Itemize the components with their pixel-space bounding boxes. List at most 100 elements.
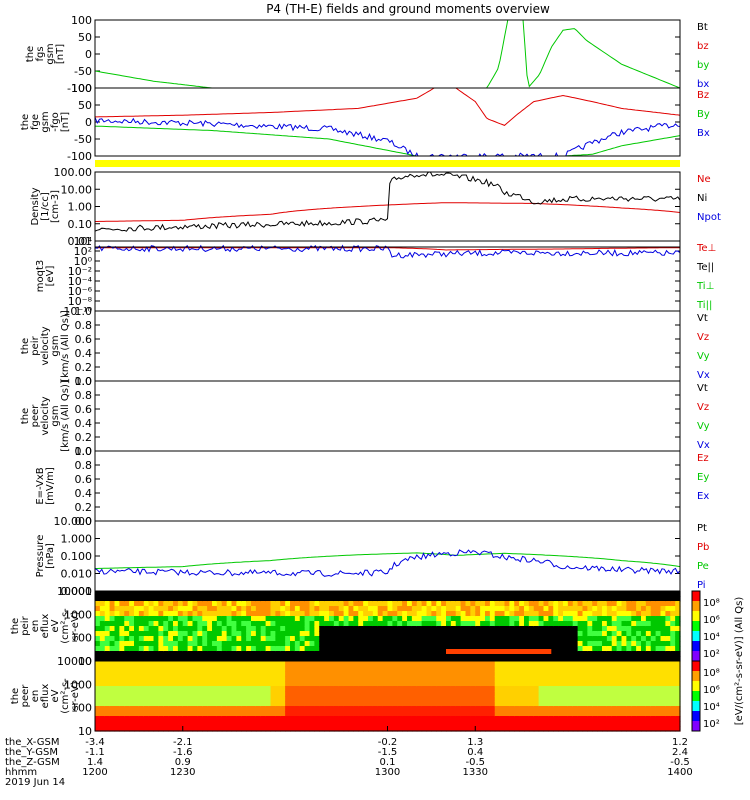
heatmap-cell bbox=[182, 611, 189, 617]
heatmap-cell bbox=[299, 706, 306, 712]
heatmap-cell bbox=[392, 616, 398, 622]
heatmap-cell bbox=[538, 701, 545, 707]
heatmap-cell bbox=[553, 601, 559, 607]
heatmap-cell bbox=[324, 626, 330, 632]
heatmap-cell bbox=[143, 656, 150, 662]
heatmap-cell bbox=[645, 651, 652, 657]
heatmap-cell bbox=[616, 726, 623, 732]
heatmap-cell bbox=[241, 631, 247, 637]
heatmap-cell bbox=[270, 641, 276, 647]
heatmap-cell bbox=[421, 671, 428, 677]
heatmap-cell bbox=[548, 596, 554, 602]
heatmap-cell bbox=[392, 646, 398, 652]
heatmap-cell bbox=[597, 726, 603, 732]
heatmap-cell bbox=[621, 631, 627, 637]
heatmap-cell bbox=[426, 651, 432, 657]
heatmap-cell bbox=[407, 696, 413, 702]
heatmap-cell bbox=[650, 666, 657, 672]
heatmap-cell bbox=[636, 596, 642, 602]
heatmap-cell bbox=[216, 616, 223, 622]
heatmap-cell bbox=[538, 626, 545, 632]
heatmap-cell bbox=[645, 611, 652, 617]
heatmap-cell bbox=[236, 701, 242, 707]
heatmap-cell bbox=[163, 646, 169, 652]
heatmap-cell bbox=[143, 596, 150, 602]
heatmap-cell bbox=[392, 706, 398, 712]
heatmap-cell bbox=[95, 651, 101, 657]
heatmap-cell bbox=[392, 726, 398, 732]
heatmap-cell bbox=[192, 686, 198, 692]
heatmap-cell bbox=[567, 616, 574, 622]
heatmap-cell bbox=[572, 716, 579, 722]
heatmap-cell bbox=[207, 711, 213, 717]
heatmap-cell bbox=[597, 671, 603, 677]
heatmap-cell bbox=[333, 626, 340, 632]
heatmap-cell bbox=[338, 636, 345, 642]
heatmap-cell bbox=[519, 596, 525, 602]
heatmap-cell bbox=[119, 671, 125, 677]
heatmap-cell bbox=[231, 606, 237, 612]
heatmap-cell bbox=[582, 716, 588, 722]
heatmap-cell bbox=[382, 706, 389, 712]
heatmap-cell bbox=[489, 621, 496, 627]
heatmap-cell bbox=[592, 716, 598, 722]
heatmap-cell bbox=[177, 601, 184, 607]
heatmap-cell bbox=[192, 711, 198, 717]
heatmap-cell bbox=[109, 726, 116, 732]
heatmap-cell bbox=[309, 601, 315, 607]
heatmap-cell bbox=[446, 701, 452, 707]
heatmap-cell bbox=[309, 711, 315, 717]
heatmap-cell bbox=[246, 606, 252, 612]
heatmap-cell bbox=[480, 596, 486, 602]
heatmap-cell bbox=[509, 721, 515, 727]
heatmap-cell bbox=[372, 621, 379, 627]
heatmap-cell bbox=[153, 596, 159, 602]
heatmap-cell bbox=[645, 646, 652, 652]
heatmap-cell bbox=[275, 646, 281, 652]
heatmap-cell bbox=[670, 646, 676, 652]
heatmap-cell bbox=[485, 636, 491, 642]
heatmap-cell bbox=[173, 656, 179, 662]
heatmap-cell bbox=[397, 591, 403, 597]
heatmap-cell bbox=[324, 611, 330, 617]
heatmap-cell bbox=[533, 591, 540, 597]
heatmap-cell bbox=[226, 611, 233, 617]
heatmap-cell bbox=[368, 661, 374, 667]
heatmap-cell bbox=[119, 646, 125, 652]
heatmap-cell bbox=[665, 621, 671, 627]
heatmap-cell bbox=[280, 651, 286, 657]
heatmap-cell bbox=[138, 596, 145, 602]
heatmap-cell bbox=[197, 631, 203, 637]
heatmap-cell bbox=[192, 721, 198, 727]
heatmap-cell bbox=[626, 601, 632, 607]
heatmap-cell bbox=[158, 691, 164, 697]
heatmap-cell bbox=[197, 721, 203, 727]
heatmap-cell bbox=[470, 676, 476, 682]
heatmap-cell bbox=[319, 596, 325, 602]
heatmap-cell bbox=[387, 646, 393, 652]
heatmap-cell bbox=[660, 626, 666, 632]
heatmap-cell bbox=[489, 646, 496, 652]
heatmap-cell bbox=[324, 646, 330, 652]
heatmap-cell bbox=[499, 676, 506, 682]
y-axis-label: E=-VxB [mV/m] bbox=[35, 467, 56, 505]
heatmap-cell bbox=[426, 721, 432, 727]
heatmap-cell bbox=[553, 626, 559, 632]
heatmap-cell bbox=[124, 666, 130, 672]
heatmap-cell bbox=[567, 606, 574, 612]
heatmap-cell bbox=[572, 656, 579, 662]
heatmap-cell bbox=[333, 621, 340, 627]
heatmap-cell bbox=[372, 636, 379, 642]
heatmap-cell bbox=[470, 591, 476, 597]
heatmap-cell bbox=[177, 691, 184, 697]
heatmap-cell bbox=[407, 676, 413, 682]
heatmap-cell bbox=[163, 721, 169, 727]
heatmap-cell bbox=[99, 686, 106, 692]
heatmap-cell bbox=[216, 726, 223, 732]
heatmap-cell bbox=[119, 681, 125, 687]
heatmap-cell bbox=[114, 611, 120, 617]
heatmap-cell bbox=[548, 666, 554, 672]
heatmap-cell bbox=[587, 631, 593, 637]
heatmap-cell bbox=[387, 636, 393, 642]
